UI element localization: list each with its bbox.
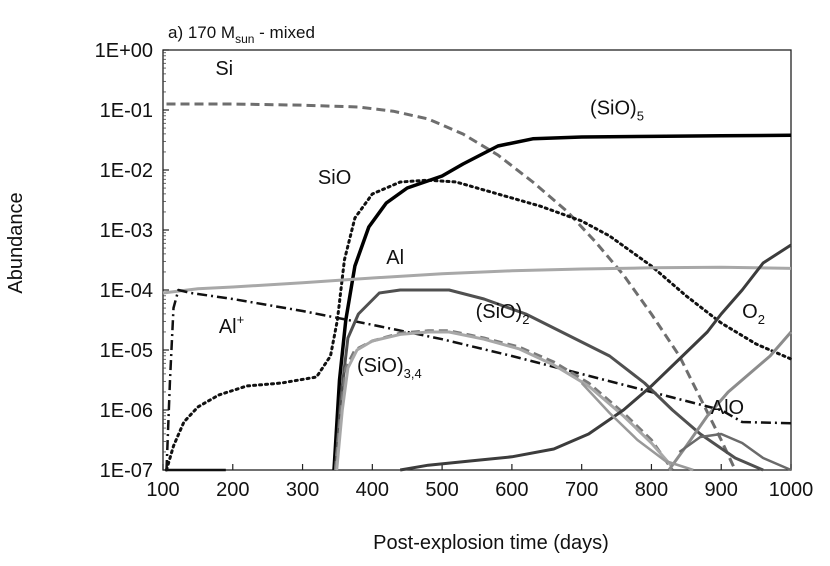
series-line-low-curve-1 <box>678 432 792 472</box>
series-line-al <box>162 265 792 295</box>
x-tick-label: 100 <box>146 479 179 501</box>
series-line-sio <box>165 178 793 472</box>
y-tick-label: 1E-02 <box>100 160 153 182</box>
y-tick-label: 1E+00 <box>95 40 153 62</box>
series-labels: Si SiO (SiO)5 Al Al+ (SiO)2 (SiO)3,4 O2 AlO <box>215 58 765 419</box>
series-line--sio-5 <box>332 133 792 471</box>
plot-frame <box>162 49 792 471</box>
x-tick-label: 200 <box>216 479 249 501</box>
y-tick-label: 1E-01 <box>100 100 153 122</box>
y-axis-title: Abundance <box>5 192 27 293</box>
series-line-al- <box>165 288 792 471</box>
y-tick-label: 1E-07 <box>100 460 153 482</box>
y-tick-label: 1E-05 <box>100 340 153 362</box>
plot-area-border <box>162 49 792 471</box>
x-tick-label: 300 <box>286 479 319 501</box>
x-tick-label: 700 <box>565 479 598 501</box>
y-tick-label: 1E-06 <box>100 400 153 422</box>
series-line--sio-3-4-solid- <box>335 330 674 471</box>
x-tick-label: 800 <box>635 479 668 501</box>
series-label--sio-5: (SiO)5 <box>590 98 644 124</box>
series-lines <box>162 102 793 472</box>
x-axis-title: Post-explosion time (days) <box>373 532 609 554</box>
series-label-alo: AlO <box>711 397 744 419</box>
x-axis: 100 200 300 400 500 600 700 800 900 1000 <box>146 464 813 501</box>
y-tick-label: 1E-04 <box>100 280 153 302</box>
y-axis: 1E+00 1E-01 1E-02 1E-03 1E-04 1E-05 1E-06 1E-07 <box>95 40 169 482</box>
y-tick-label: 1E-03 <box>100 220 153 242</box>
series-label--sio-3-4: (SiO)3,4 <box>357 355 422 381</box>
series-label-al-: Al+ <box>219 312 244 338</box>
series-line-o2 <box>399 243 792 472</box>
x-tick-label: 1000 <box>769 479 814 501</box>
x-tick-label: 500 <box>425 479 458 501</box>
x-tick-label: 900 <box>705 479 738 501</box>
series-label-o2: O2 <box>742 301 765 327</box>
x-tick-label: 400 <box>356 479 389 501</box>
chart-title: a) 170 Msun - mixed <box>168 23 315 46</box>
series-line--sio-2 <box>333 288 764 472</box>
series-label-sio: SiO <box>318 167 351 189</box>
x-tick-label: 600 <box>495 479 528 501</box>
series-label-al: Al <box>386 247 404 269</box>
series-line--sio-3-4 <box>333 329 674 471</box>
series-line-low-curve-2 <box>580 382 694 472</box>
series-line-si <box>166 102 737 471</box>
series-label-si: Si <box>215 58 233 80</box>
series-label--sio-2: (SiO)2 <box>476 301 530 327</box>
